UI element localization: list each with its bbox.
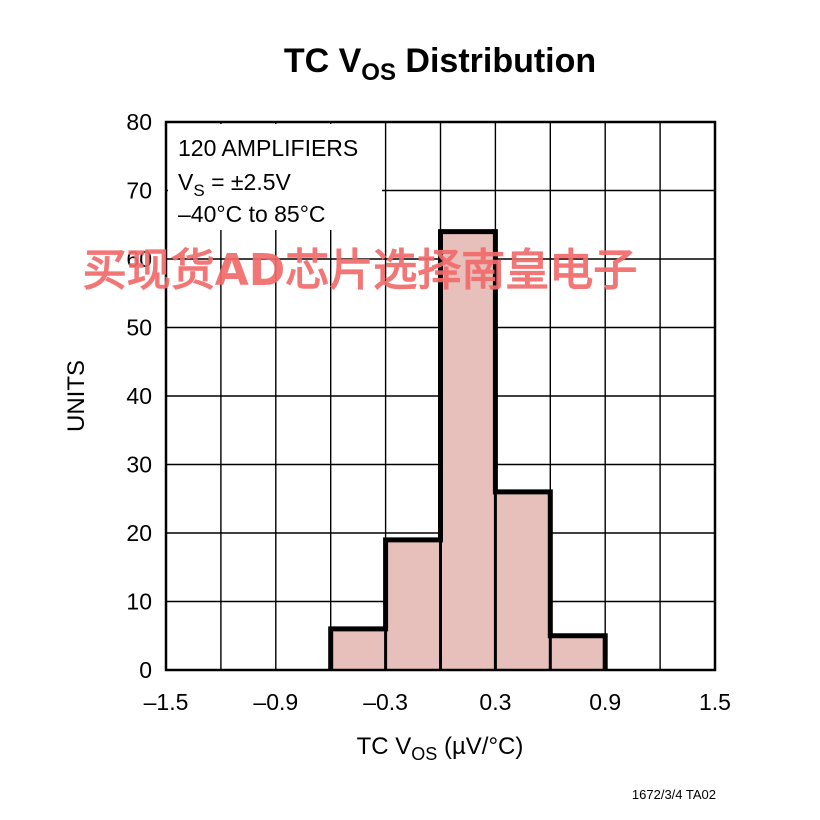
y-tick-label-7: 70 (126, 178, 152, 204)
axis-ticks: 0 10 20 30 40 50 60 70 80 –1.5 –0.9 –0.3 0.3 0.9 1.5 (126, 109, 731, 715)
x-tick-label-1: –0.9 (253, 689, 298, 715)
x-tick-label-5: 1.5 (699, 689, 731, 715)
chart-title: TC VOS Distribution (284, 42, 596, 86)
x-axis-label: TC VOS (µV/°C) (357, 733, 524, 764)
y-tick-label-2: 20 (126, 520, 152, 546)
histogram-bar-2 (440, 231, 496, 670)
y-tick-label-1: 10 (126, 589, 152, 615)
y-tick-label-6: 60 (126, 246, 152, 272)
watermark-text: 买现货AD芯片选择南皇电子 (83, 245, 638, 296)
y-tick-label-5: 50 (126, 315, 152, 341)
histogram-bar-1 (385, 539, 441, 670)
annotation-line-3: –40°C to 85°C (178, 201, 326, 227)
histogram-outline (328, 229, 608, 670)
histogram-bars (328, 229, 608, 670)
x-tick-label-0: –1.5 (144, 689, 189, 715)
y-tick-label-0: 0 (139, 657, 152, 683)
annotation-line-1: 120 AMPLIFIERS (178, 135, 358, 161)
figure-code: 1672/3/4 TA02 (632, 787, 716, 802)
x-tick-label-2: –0.3 (363, 689, 408, 715)
histogram-bar-4 (550, 635, 606, 670)
plot-frame (164, 120, 717, 672)
annotation-box (168, 124, 382, 230)
y-axis-label: UNITS (63, 360, 90, 432)
y-tick-label-4: 40 (126, 383, 152, 409)
x-tick-label-4: 0.9 (589, 689, 621, 715)
annotation-line-2: VS = ±2.5V (178, 169, 291, 200)
histogram-bar-0 (330, 628, 386, 670)
y-tick-label-8: 80 (126, 109, 152, 135)
histogram-bar-3 (495, 491, 551, 670)
y-tick-label-3: 30 (126, 452, 152, 478)
x-tick-label-3: 0.3 (479, 689, 511, 715)
